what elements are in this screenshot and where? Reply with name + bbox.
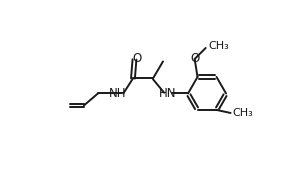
Text: CH₃: CH₃ <box>209 41 230 51</box>
Text: NH: NH <box>109 87 127 100</box>
Text: HN: HN <box>159 87 177 100</box>
Text: O: O <box>190 52 199 66</box>
Text: CH₃: CH₃ <box>233 108 254 118</box>
Text: O: O <box>132 52 141 65</box>
